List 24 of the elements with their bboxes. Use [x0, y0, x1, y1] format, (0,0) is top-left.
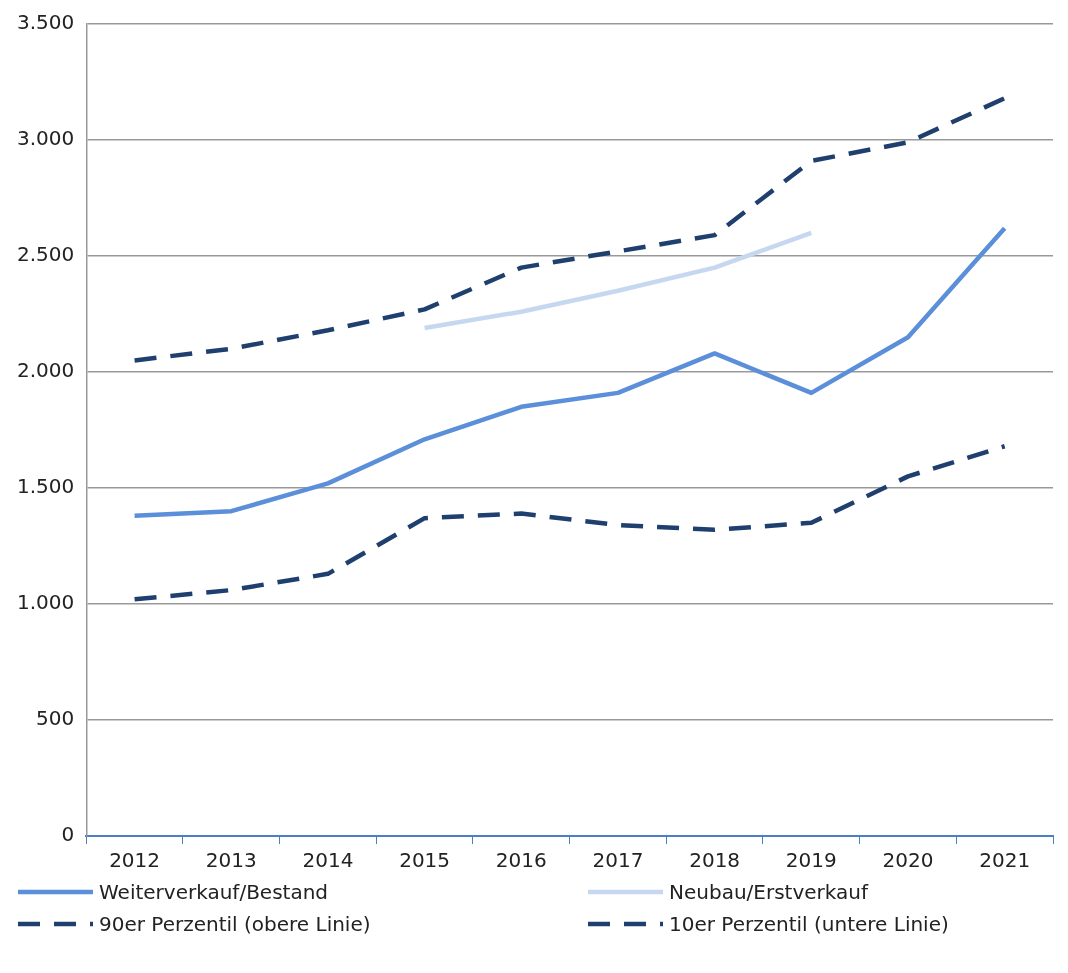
- legend-label: Weiterverkauf/Bestand: [99, 880, 329, 904]
- y-tick-label: 0: [61, 822, 75, 847]
- y-tick-label: 1.500: [16, 474, 75, 499]
- x-tick-label: 2014: [302, 848, 354, 873]
- legend-label: Neubau/Erstverkauf: [669, 880, 868, 904]
- x-tick-label: 2012: [109, 848, 161, 873]
- x-tick-label: 2017: [592, 848, 644, 873]
- y-tick-label: 1.000: [16, 590, 75, 615]
- legend-label: 10er Perzentil (untere Linie): [669, 912, 949, 936]
- x-tick-label: 2018: [689, 848, 741, 873]
- y-tick-label: 500: [36, 706, 75, 731]
- legend-label: 90er Perzentil (obere Linie): [99, 912, 371, 936]
- x-tick-label: 2021: [979, 848, 1031, 873]
- x-tick-label: 2020: [882, 848, 934, 873]
- x-tick-label: 2019: [785, 848, 837, 873]
- y-tick-label: 3.000: [16, 126, 75, 151]
- x-tick-label: 2016: [495, 848, 547, 873]
- line-series: [132, 443, 1007, 602]
- x-tick-label: 2013: [205, 848, 257, 873]
- y-tick-label: 2.000: [16, 358, 75, 383]
- line-series: [132, 95, 1007, 363]
- y-tick-label: 2.500: [16, 242, 75, 267]
- x-tick-label: 2015: [399, 848, 451, 873]
- y-tick-label: 3.500: [16, 10, 75, 35]
